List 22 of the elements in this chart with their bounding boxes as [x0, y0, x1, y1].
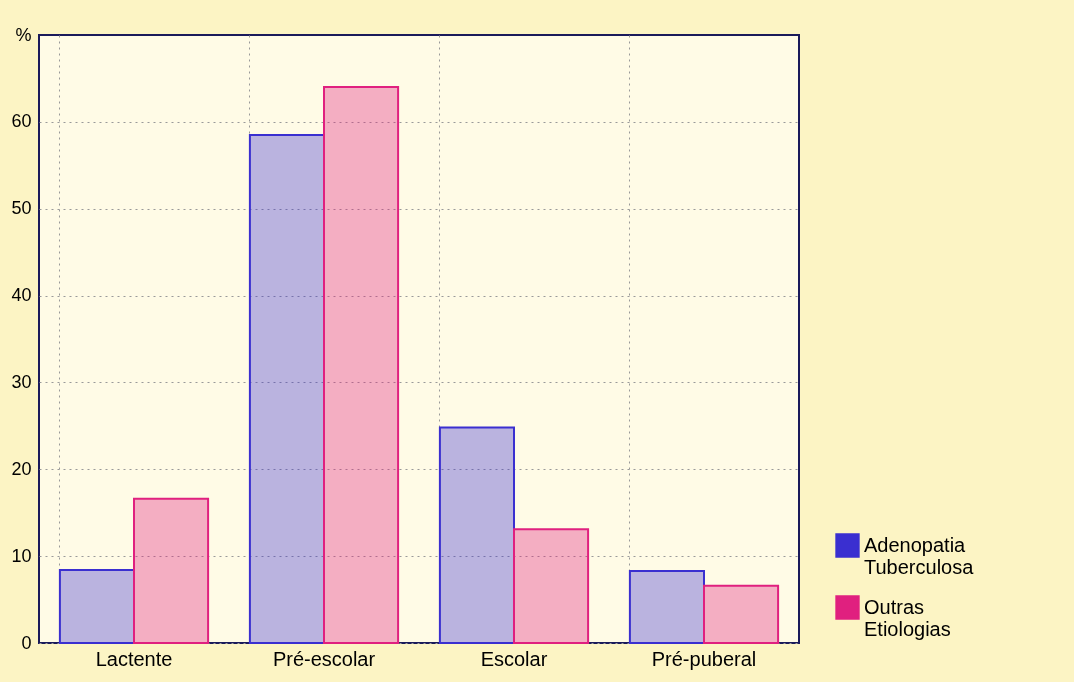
bar — [628, 569, 705, 644]
x-tick-label: Lactente — [95, 647, 173, 670]
y-tick-label: 20 — [11, 458, 32, 479]
x-tick-label: Escolar — [480, 647, 548, 670]
legend-label: Outras Etiologias — [864, 595, 951, 640]
y-tick-label: 40 — [11, 285, 32, 306]
legend-label: Adenopatia Tuberculosa — [864, 533, 975, 578]
y-tick-label: 50 — [11, 198, 32, 219]
bar — [58, 569, 135, 644]
y-tick-label: 60 — [11, 111, 32, 132]
x-tick-label: Pré-escolar — [272, 647, 376, 670]
y-axis-title: % — [15, 24, 32, 45]
x-tick-label: Pré-puberal — [651, 647, 757, 670]
bar — [438, 426, 515, 644]
bar — [323, 86, 400, 644]
bar — [513, 528, 590, 644]
y-tick-label: 10 — [11, 545, 32, 566]
bar — [703, 584, 780, 644]
y-tick-label: 30 — [11, 371, 32, 392]
bar — [133, 497, 210, 644]
y-tick-label: 0 — [21, 632, 32, 653]
bar — [248, 133, 325, 644]
